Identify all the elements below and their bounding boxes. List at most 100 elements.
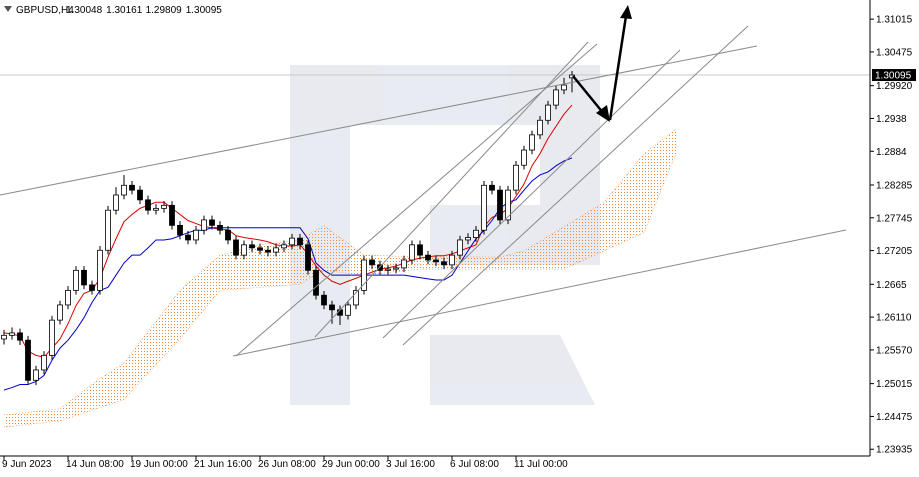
candle-body [265,249,271,253]
candle-body [441,261,447,266]
y-tick-label: 1.31015 [876,15,913,26]
candle-body [137,189,143,201]
trend-lines [0,25,847,357]
candle-body [49,319,55,356]
candle-body [169,204,175,226]
candle-body [1,334,7,340]
candle-body [193,229,199,241]
y-tick-label: 1.29920 [876,81,913,92]
x-tick-label: 6 Jul 08:00 [450,459,499,470]
candle-body [545,104,551,121]
candle-body [217,224,223,231]
candle-body [25,339,31,381]
candle-body [17,332,23,341]
candle-body [65,289,71,306]
candle-body [105,209,111,251]
candle-body [369,259,375,266]
candle-body [145,199,151,211]
x-tick-label: 29 Jun 00:00 [322,459,380,470]
y-tick-label: 1.27745 [876,213,913,224]
y-tick-label: 1.24475 [876,412,913,423]
candle-body [89,284,95,291]
candle-body [289,237,295,246]
candle-body [81,269,87,286]
candle-body [401,259,407,269]
candle-body [113,194,119,211]
candle-body [393,267,399,270]
header: GBPUSD,H4 1.30048 1.30161 1.29809 1.30095 [4,5,222,16]
candle-body [225,229,231,241]
x-tick-label: 26 Jun 08:00 [258,459,316,470]
candle-body [313,269,319,296]
x-tick-label: 3 Jul 16:00 [386,459,435,470]
candle-body [201,219,207,231]
candle-body [385,268,391,271]
candle-body [353,289,359,306]
candle-body [497,189,503,221]
candle-body [513,164,519,191]
y-tick-label: 1.25015 [876,379,913,390]
candle-body [41,354,47,371]
x-tick-label: 11 Jul 00:00 [514,459,568,470]
candle-body [329,304,335,311]
candle-body [457,239,463,256]
forecast-arrows [572,5,632,122]
candle-body [161,204,167,209]
candle-body [345,304,351,316]
x-tick-label: 14 Jun 08:00 [66,459,124,470]
candle-body [489,184,495,191]
ohlc-value: 1.30048 [66,5,103,16]
candle-body [433,259,439,263]
candle-body [177,224,183,236]
candle-body [297,237,303,246]
symbol-label: GBPUSD,H4 [16,5,74,16]
candle-body [521,149,527,166]
y-tick-label: 1.2665 [876,280,907,291]
y-tick-label: 1.23935 [876,445,913,456]
candle-body [9,332,15,336]
candle-body [249,244,255,249]
candle-body [473,229,479,238]
candle-body [417,244,423,256]
y-tick-label: 1.25570 [876,345,913,356]
candle-body [425,254,431,261]
y-tick-label: 1.30475 [876,47,913,58]
candle-body [273,247,279,253]
candle-body [241,244,247,256]
ohlc-value: 1.30161 [106,5,143,16]
ohlc-value: 1.30095 [186,5,223,16]
x-tick-label: 21 Jun 16:00 [194,459,252,470]
candle-body [281,244,287,249]
last-price-box [872,69,916,82]
y-tick-label: 1.27205 [876,246,913,257]
candle-body [129,184,135,191]
candle-body [361,259,367,291]
x-tick-label: 19 Jun 00:00 [130,459,188,470]
candle-body [505,189,511,221]
x-tick-label: 9 Jun 2023 [2,459,52,470]
candle-body [537,119,543,136]
candle-body [481,184,487,231]
candle-body [529,134,535,151]
candle-body [561,84,567,91]
y-tick-label: 1.28285 [876,180,913,191]
last-price-label: 1.30095 [875,71,912,82]
ohlc-values: 1.30048 1.30161 1.29809 1.30095 [66,5,222,16]
cloud-edge [3,153,677,428]
candle-body [209,219,215,226]
candle-body [305,244,311,271]
candle-body [233,239,239,256]
ohlc-value: 1.29809 [146,5,183,16]
plot-area [0,71,870,428]
candle-body [257,247,263,251]
y-tick-label: 1.26110 [876,313,912,324]
candle-body [409,244,415,261]
candle-body [73,269,79,291]
candle-body [57,304,63,321]
candle-body [33,369,39,381]
candle-body [553,89,559,106]
candle-body [377,264,383,271]
candle-body [321,294,327,306]
